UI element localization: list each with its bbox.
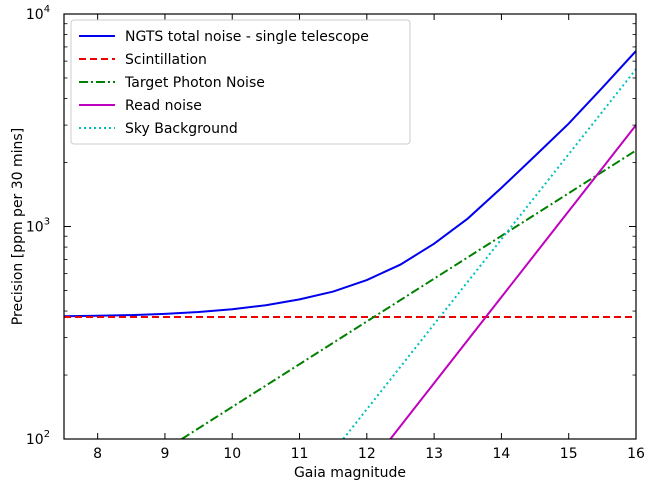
y-axis-label: Precision [ppm per 30 mins] — [10, 128, 26, 325]
axes: 8 9 10 11 12 13 14 15 16 102 103 104 — [26, 4, 645, 462]
x-tick-label: 8 — [93, 446, 102, 462]
y-tick-label: 103 — [26, 217, 50, 236]
x-tick-label: 11 — [291, 446, 309, 462]
series-line-3 — [389, 124, 636, 439]
x-tick-label: 10 — [223, 446, 241, 462]
series-line-2 — [181, 149, 636, 439]
y-tick-label: 104 — [26, 4, 50, 23]
legend-entry-2: Target Photon Noise — [124, 75, 265, 91]
series-line-4 — [342, 68, 636, 439]
y-tick-label: 102 — [26, 429, 50, 448]
legend-entry-3: Read noise — [125, 98, 202, 114]
legend-entry-1: Scintillation — [125, 52, 207, 68]
x-tick-label: 13 — [425, 446, 443, 462]
series-line-0 — [64, 50, 636, 318]
legend-entry-0: NGTS total noise - single telescope — [125, 29, 369, 45]
legend-entry-4: Sky Background — [125, 121, 238, 137]
x-tick-label: 12 — [358, 446, 376, 462]
x-tick-label: 16 — [627, 446, 645, 462]
x-tick-label: 9 — [160, 446, 169, 462]
x-axis-label: Gaia magnitude — [294, 465, 406, 481]
x-tick-label: 15 — [560, 446, 578, 462]
series-lines — [64, 50, 636, 439]
legend-box — [70, 19, 411, 145]
legend: NGTS total noise - single telescope Scint… — [70, 19, 411, 145]
x-tick-label: 14 — [492, 446, 510, 462]
